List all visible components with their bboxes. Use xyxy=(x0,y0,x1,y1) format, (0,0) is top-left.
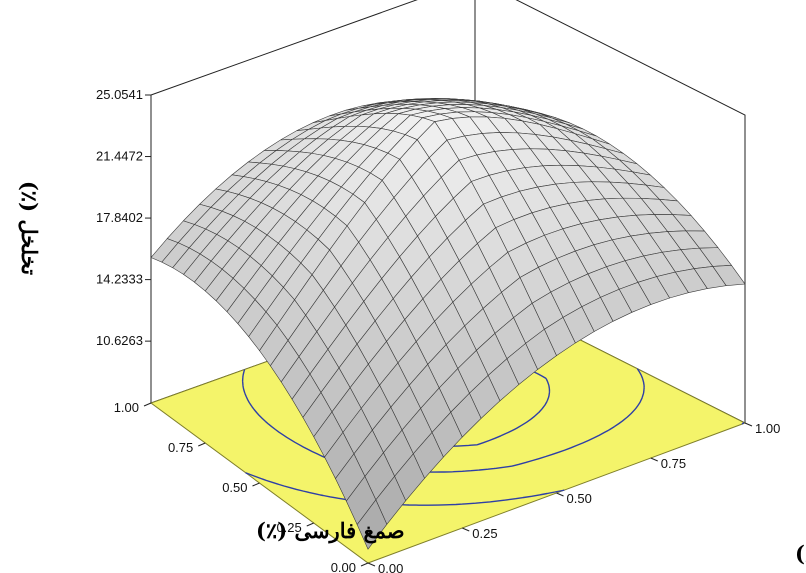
x-tick-label: 1.00 xyxy=(755,421,780,436)
y-tick-label: 0.00 xyxy=(331,560,356,573)
y-tick-mark xyxy=(360,562,369,567)
x-axis-label: صمغ دانه ریحان (٪) xyxy=(795,541,806,567)
x-tick-label: 0.25 xyxy=(472,526,497,541)
x-tick-mark xyxy=(744,422,753,427)
y-tick-mark xyxy=(252,482,260,487)
y-tick-mark xyxy=(143,402,152,407)
y-tick-mark xyxy=(198,442,206,447)
z-tick-label: 10.6263 xyxy=(96,333,143,348)
z-tick-label: 25.0541 xyxy=(96,87,143,102)
z-tick-label: 21.4472 xyxy=(96,149,143,164)
y-tick-label: 1.00 xyxy=(114,400,139,415)
axis-ticks: 25.0541 21.4472 17.8402 14.2333 10.6263 0.00 0… xyxy=(96,87,780,573)
x-tick-label: 0.50 xyxy=(567,491,592,506)
surface-cell xyxy=(356,499,388,550)
z-tick-label: 17.8402 xyxy=(96,210,143,225)
x-tick-mark xyxy=(367,562,376,567)
response-surface xyxy=(150,98,746,550)
y-tick-label: 0.75 xyxy=(168,440,193,455)
x-tick-mark xyxy=(650,457,658,462)
y-tick-label: 0.50 xyxy=(222,480,247,495)
x-tick-mark xyxy=(556,492,564,497)
x-tick-label: 0.00 xyxy=(378,561,403,573)
x-tick-mark xyxy=(462,527,470,532)
z-axis-label: تخلخل (٪) xyxy=(17,181,42,275)
y-axis-label: صمغ فارسی (٪) xyxy=(256,518,405,544)
x-tick-label: 0.75 xyxy=(661,456,686,471)
y-tick-label: 0.25 xyxy=(276,520,301,535)
z-tick-label: 14.2333 xyxy=(96,272,143,287)
y-tick-mark xyxy=(306,522,314,527)
